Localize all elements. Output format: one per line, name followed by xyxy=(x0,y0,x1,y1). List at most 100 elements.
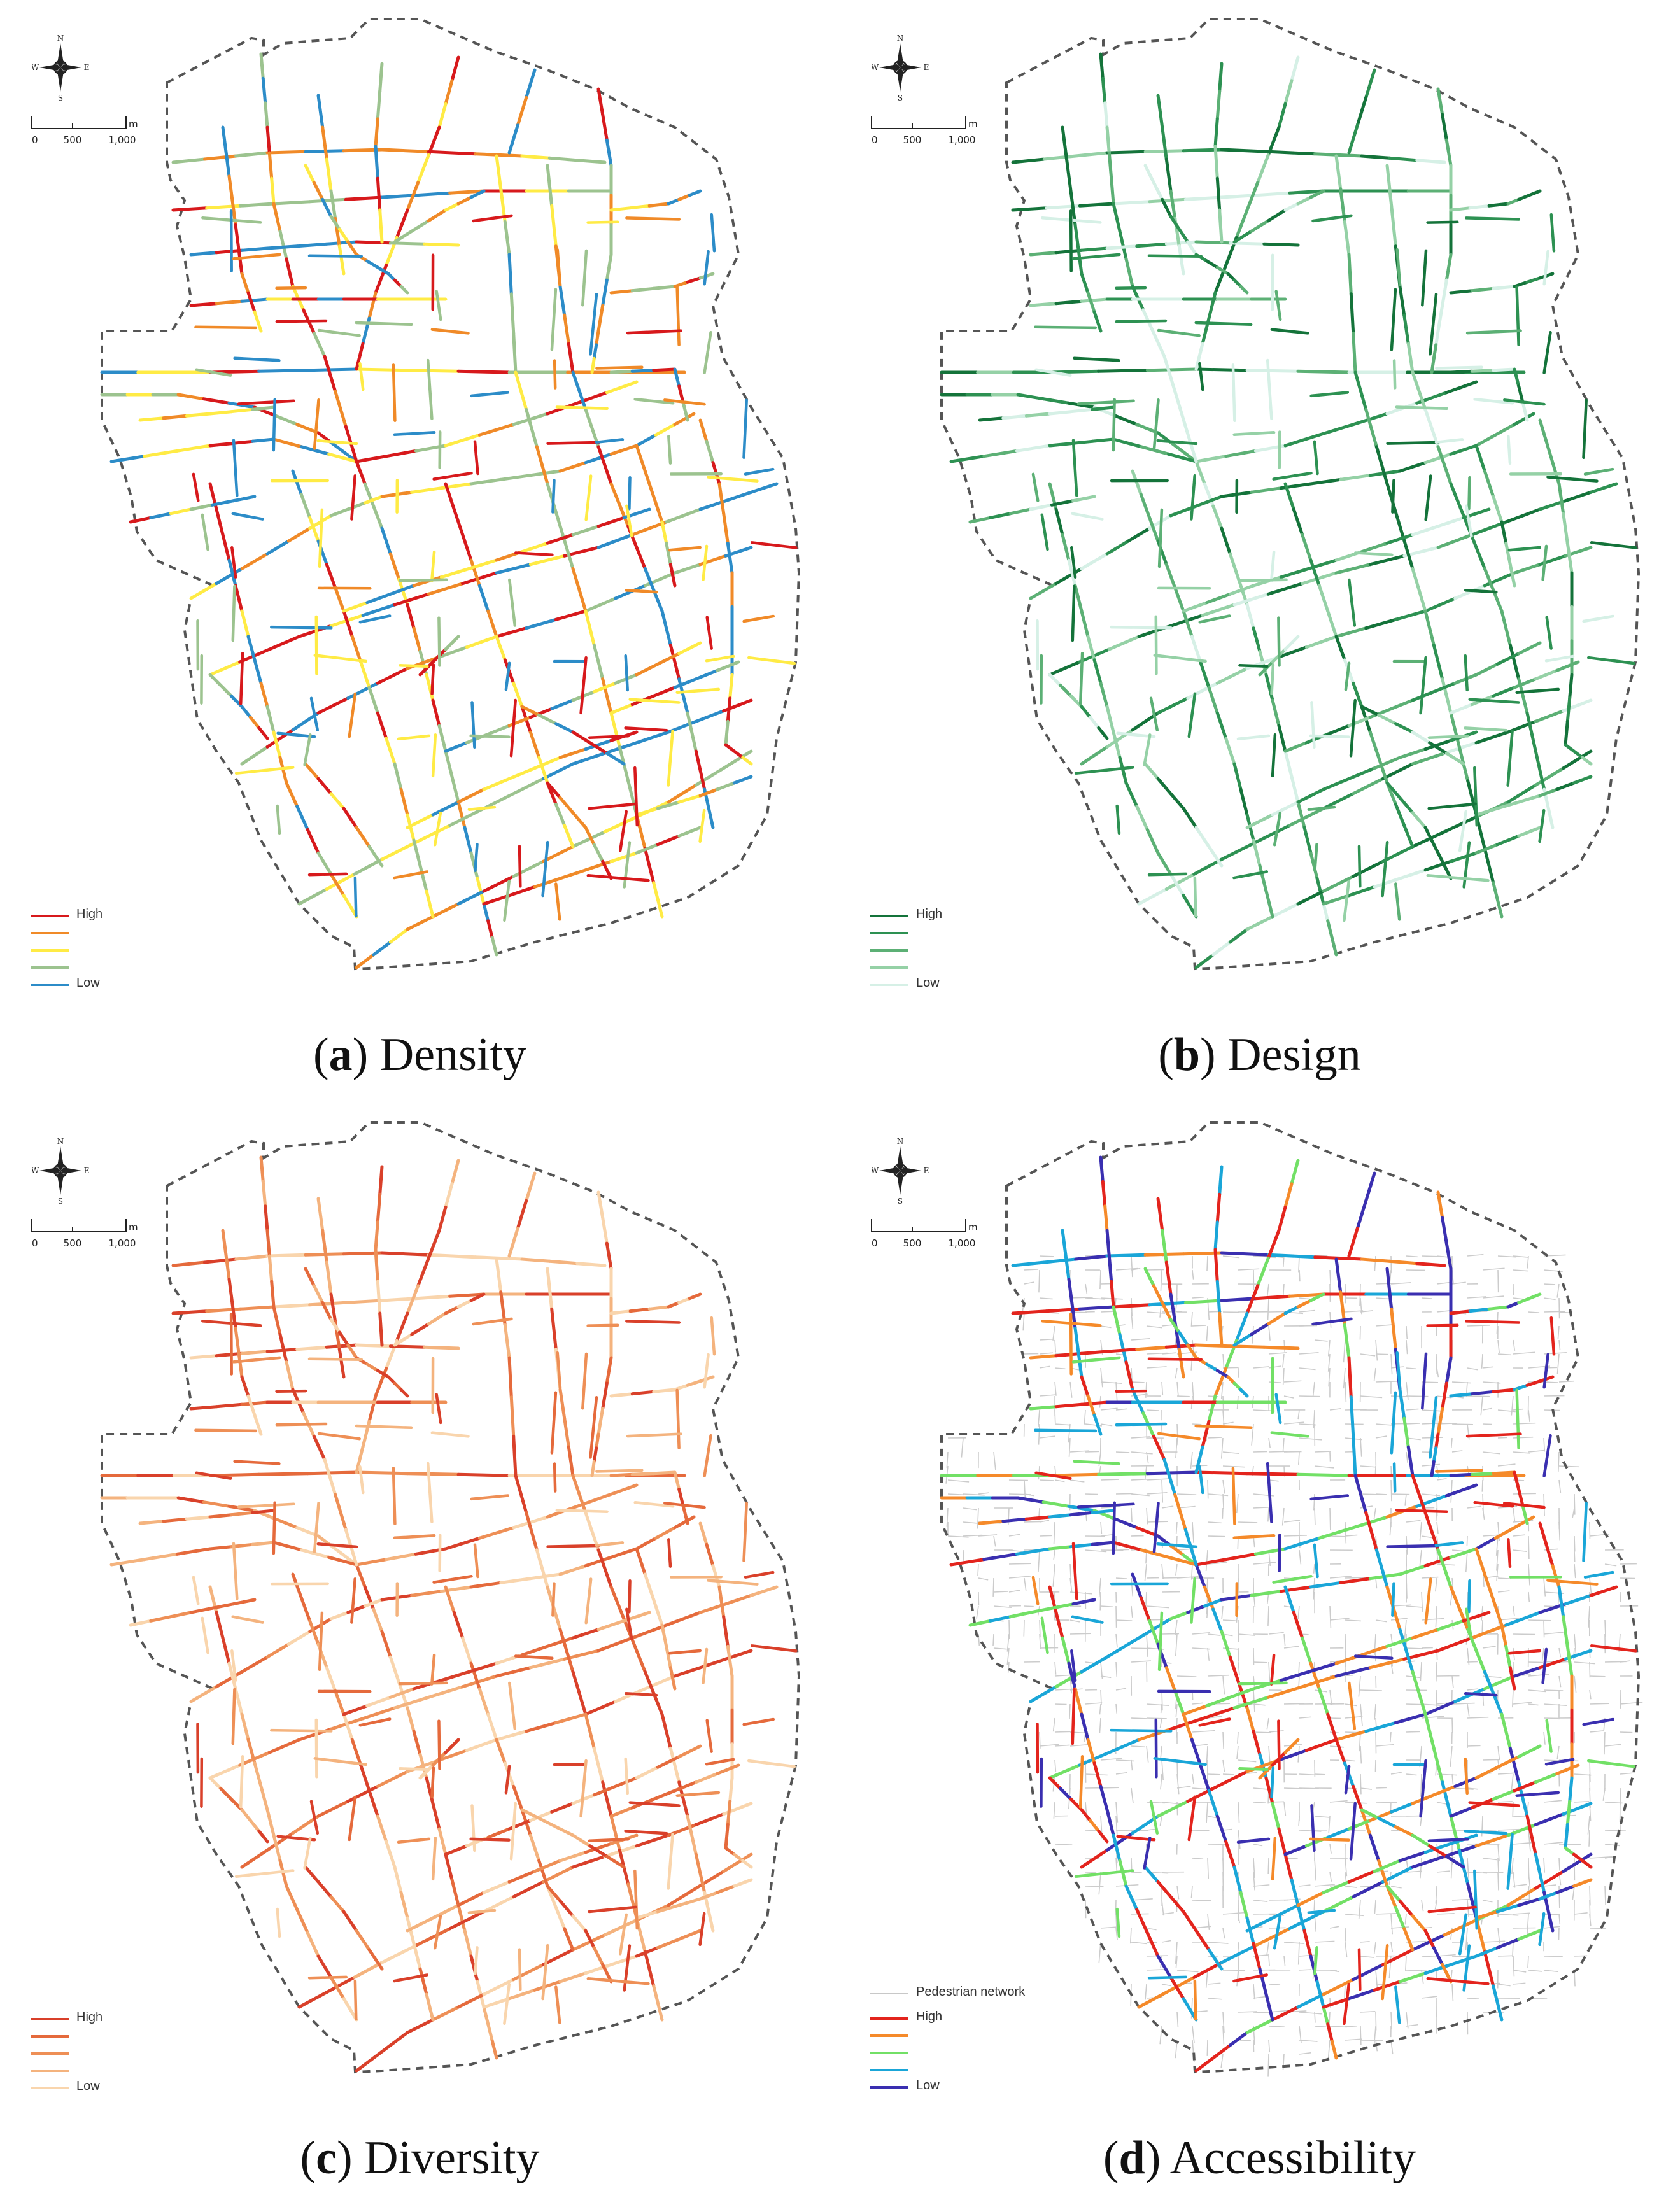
street-segment xyxy=(1250,486,1283,494)
street-segment xyxy=(1296,1299,1313,1309)
street-segment xyxy=(1169,1975,1185,2001)
street-segment xyxy=(412,626,422,653)
street-segment xyxy=(1205,1695,1232,1708)
street-segment xyxy=(1069,407,1094,414)
street-segment xyxy=(239,1755,244,1809)
street-segment xyxy=(1390,204,1397,248)
pedestrian-path xyxy=(1297,1605,1300,1619)
pedestrian-path xyxy=(1175,1633,1178,1656)
street-segment xyxy=(474,152,524,158)
street-segment xyxy=(609,851,639,863)
street-segment xyxy=(1080,1712,1090,1742)
legend-item: High xyxy=(31,2010,196,2027)
street-segment xyxy=(308,1619,320,1646)
street-segment xyxy=(1283,1536,1321,1551)
street-segment xyxy=(686,1814,698,1856)
street-segment xyxy=(291,1572,303,1600)
street-segment xyxy=(1091,1541,1115,1546)
street-segment xyxy=(1374,1548,1389,1589)
street-segment xyxy=(314,1718,318,1779)
street-segment xyxy=(1169,507,1190,518)
legend-label: High xyxy=(916,2010,943,2024)
street-segment xyxy=(1283,482,1295,511)
pedestrian-path xyxy=(1161,1984,1171,1987)
pedestrian-path xyxy=(1253,1844,1263,1847)
street-segment xyxy=(399,787,409,817)
pedestrian-path xyxy=(1236,1970,1239,1987)
pedestrian-path xyxy=(1175,1942,1178,1964)
street-segment xyxy=(1149,696,1159,732)
street-segment xyxy=(229,209,233,272)
street-segment xyxy=(1292,1611,1304,1640)
street-segment xyxy=(1427,734,1469,739)
street-segment xyxy=(1470,286,1495,293)
street-segment xyxy=(1360,154,1391,160)
street-segment xyxy=(410,1322,430,1336)
street-segment xyxy=(444,1585,456,1614)
street-segment xyxy=(234,223,244,276)
street-segment xyxy=(1296,1472,1351,1477)
street-segment xyxy=(1258,864,1268,893)
street-segment xyxy=(1164,157,1173,193)
pedestrian-path xyxy=(1175,1703,1178,1717)
street-segment xyxy=(1164,240,1198,246)
street-segment xyxy=(385,1552,418,1562)
street-segment xyxy=(1506,1833,1514,1890)
pedestrian-path xyxy=(976,1605,979,1619)
pedestrian-path xyxy=(1098,1577,1101,1598)
street-segment xyxy=(237,1502,295,1509)
street-segment xyxy=(716,781,736,791)
street-segment xyxy=(1092,1413,1103,1436)
street-segment xyxy=(1428,741,1448,755)
street-segment xyxy=(575,159,607,164)
pedestrian-path xyxy=(1192,1900,1211,1901)
street-segment xyxy=(1076,399,1135,405)
street-segment xyxy=(450,1159,460,1186)
pedestrian-path xyxy=(1465,1928,1468,1951)
pedestrian-path xyxy=(1513,1970,1527,1973)
street-segment xyxy=(584,407,600,449)
pedestrian-path xyxy=(1052,1717,1055,1732)
street-segment xyxy=(677,194,691,201)
pedestrian-path xyxy=(1528,1830,1531,1852)
street-segment xyxy=(1385,164,1394,208)
street-segment xyxy=(1423,609,1436,647)
street-segment xyxy=(303,1837,312,1870)
legend-item: High xyxy=(31,907,196,924)
street-segment xyxy=(1415,1262,1446,1267)
street-segment xyxy=(316,1197,325,1232)
street-segments xyxy=(100,52,798,970)
street-segment xyxy=(215,1402,244,1409)
street-segment xyxy=(1423,859,1453,872)
street-segment xyxy=(1198,1465,1204,1495)
street-segment xyxy=(138,1520,166,1525)
street-segment xyxy=(667,435,672,465)
street-segment xyxy=(1245,1472,1300,1476)
street-segment xyxy=(1283,749,1294,779)
legend-item-pedestrian: Pedestrian network xyxy=(870,1985,1036,2002)
pedestrian-path xyxy=(1543,1283,1556,1285)
street-segment xyxy=(1288,807,1325,828)
street-segment xyxy=(355,1470,409,1476)
street-segment xyxy=(1283,1738,1300,1754)
pedestrian-path xyxy=(1558,1339,1561,1351)
pedestrian-path xyxy=(1054,1367,1066,1370)
street-segment xyxy=(673,367,681,388)
pedestrian-path xyxy=(1543,1297,1556,1301)
pedestrian-path xyxy=(1574,1970,1576,1987)
street-segment xyxy=(595,1469,644,1473)
street-segment xyxy=(129,1619,153,1627)
street-segment xyxy=(1474,1547,1486,1576)
pedestrian-path xyxy=(1146,1745,1149,1763)
street-segment xyxy=(635,662,660,677)
street-segment xyxy=(316,777,333,796)
street-segment xyxy=(558,1564,588,1576)
pedestrian-path xyxy=(1327,2040,1331,2059)
street-segment xyxy=(1309,558,1321,588)
street-segment xyxy=(605,1854,626,1869)
pedestrian-path xyxy=(1451,1787,1474,1790)
street-segment xyxy=(596,1619,626,1632)
street-segment xyxy=(1275,1749,1308,1763)
street-segment xyxy=(586,1977,650,1985)
street-segment xyxy=(414,1294,452,1301)
